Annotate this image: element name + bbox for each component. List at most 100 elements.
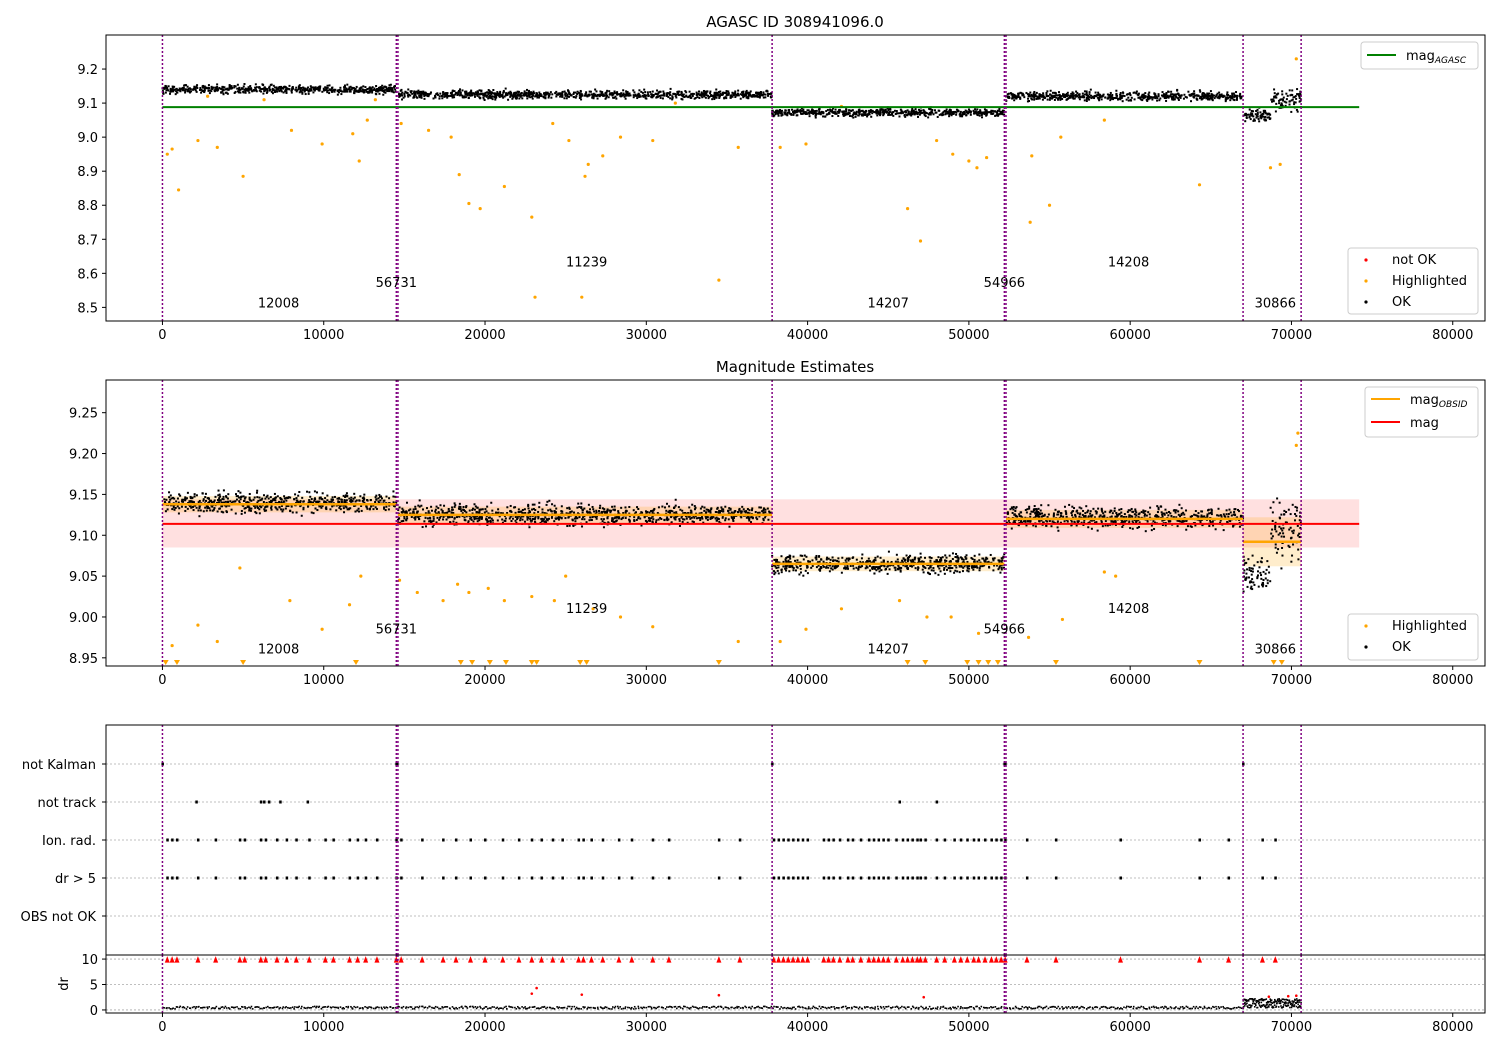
ok-point (868, 109, 871, 112)
highlighted-point (905, 207, 910, 211)
ok-point (259, 505, 262, 508)
ok-point (465, 505, 468, 508)
ok-point (1062, 95, 1065, 98)
ok-point (651, 509, 654, 512)
ok-point (1012, 94, 1015, 97)
ok-point (1071, 91, 1074, 94)
ok-point (265, 509, 268, 512)
ok-point (594, 88, 597, 91)
ok-point (698, 90, 701, 93)
ok-point (1260, 115, 1263, 118)
ok-point (422, 90, 425, 93)
ok-point (950, 114, 953, 117)
ok-point (406, 517, 409, 520)
ok-point (454, 504, 457, 507)
ok-point (1069, 96, 1072, 99)
ok-point (831, 110, 834, 113)
ok-point (234, 85, 237, 88)
ok-point (820, 558, 823, 561)
ok-point (247, 89, 250, 92)
ok-point (628, 519, 631, 522)
ok-point (918, 557, 921, 560)
ok-point (245, 89, 248, 92)
ok-point (1180, 94, 1183, 97)
ok-point (983, 559, 986, 562)
ok-point (256, 505, 259, 508)
ok-point (692, 515, 695, 518)
ok-point (985, 556, 988, 559)
ok-point (585, 91, 588, 94)
ok-point (262, 87, 265, 90)
ok-point (419, 93, 422, 96)
ok-point (1245, 116, 1248, 119)
ok-point (533, 512, 536, 515)
ok-point (421, 526, 424, 529)
ok-point (589, 508, 592, 511)
ok-point (473, 518, 476, 521)
ok-point (785, 556, 788, 559)
ok-point (489, 519, 492, 522)
ok-point (280, 508, 283, 511)
ok-point (967, 108, 970, 111)
ok-point (688, 90, 691, 93)
ok-point (499, 92, 502, 95)
ok-point (894, 569, 897, 572)
ok-point (888, 568, 891, 571)
ok-point (459, 91, 462, 94)
ok-point (753, 95, 756, 98)
ok-point (438, 97, 441, 100)
ok-point (254, 511, 257, 514)
ok-point (827, 557, 830, 560)
ok-point (342, 504, 345, 507)
ok-point (440, 95, 443, 98)
ok-point (1020, 92, 1023, 95)
ok-point (762, 507, 765, 510)
ok-point (871, 109, 874, 112)
ok-point (493, 92, 496, 95)
ok-point (1256, 108, 1259, 111)
ok-point (381, 88, 384, 91)
ok-point (375, 507, 378, 510)
ok-point (437, 511, 440, 514)
ok-point (1100, 98, 1103, 101)
ok-point (603, 508, 606, 511)
ok-point (330, 498, 333, 501)
ok-point (459, 88, 462, 91)
ok-point (274, 501, 277, 504)
ok-point (853, 112, 856, 115)
ok-point (581, 511, 584, 514)
ok-point (298, 84, 301, 87)
obsid-label: 14207 (868, 296, 909, 311)
ok-point (845, 110, 848, 113)
ok-point (278, 85, 281, 88)
ok-point (735, 94, 738, 97)
ok-point (502, 91, 505, 94)
ok-point (285, 499, 288, 502)
ok-point (943, 568, 946, 571)
ok-point (429, 92, 432, 95)
ok-point (1171, 98, 1174, 101)
ok-point (921, 568, 924, 571)
ok-point (899, 569, 902, 572)
ok-point (210, 504, 213, 507)
ok-point (574, 520, 577, 523)
ok-point (993, 110, 996, 113)
ok-point (976, 560, 979, 563)
ok-point (1139, 96, 1142, 99)
y-tick-label: 8.7 (77, 233, 98, 248)
ok-point (186, 491, 189, 494)
ok-point (272, 84, 275, 87)
ok-point (972, 109, 975, 112)
ok-point (820, 566, 823, 569)
ok-point (613, 96, 616, 99)
ok-point (273, 90, 276, 93)
ok-point (913, 558, 916, 561)
ok-point (858, 113, 861, 116)
ok-point (815, 112, 818, 115)
ok-point (1072, 97, 1075, 100)
ok-point (758, 91, 761, 94)
ok-point (420, 90, 423, 93)
ok-point (775, 560, 778, 563)
ok-point (777, 114, 780, 117)
ok-point (1115, 89, 1118, 92)
